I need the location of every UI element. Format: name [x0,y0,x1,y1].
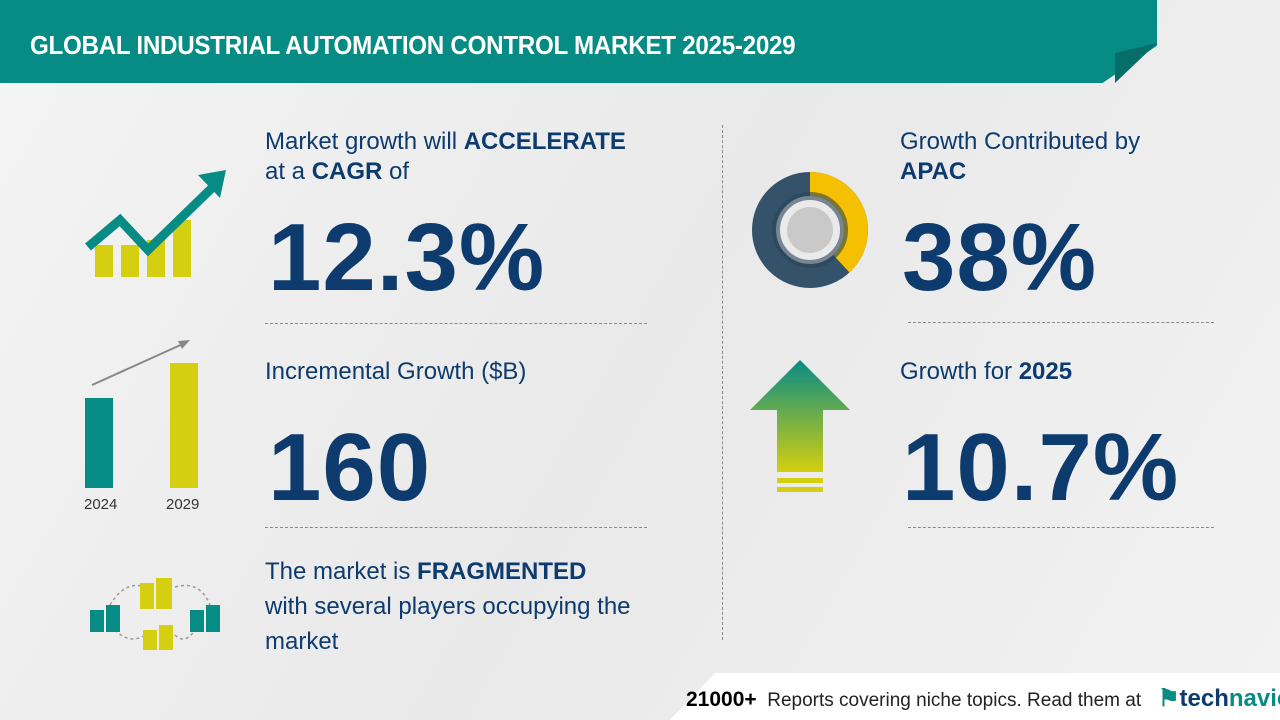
buildings-network-icon [90,578,220,650]
fragmented-line3: market [265,628,339,655]
divider [265,527,647,528]
region-label: Growth Contributed by [900,128,1141,155]
divider [908,527,1214,528]
incremental-label: Incremental Growth ($B) [265,358,527,385]
footer-banner [670,673,1280,720]
fragmented-line2: with several players occupying the [265,593,631,620]
donut-chart-icon [752,172,868,288]
cagr-value: 12.3% [268,204,546,311]
divider [908,322,1214,323]
donut-segment-apac [752,172,868,288]
up-arrow-icon [750,360,850,492]
year-label-2024: 2024 [84,496,118,513]
technavio-logo[interactable]: ⚑technavio [1158,685,1280,712]
cagr-label-line1: Market growth will ACCELERATE [265,128,626,155]
year-label-2029: 2029 [166,496,200,513]
vertical-divider [722,125,723,640]
incremental-value: 160 [268,414,432,521]
footer-text: 21000+ Reports covering niche topics. Re… [686,688,1142,711]
region-value: 38% [902,204,1098,311]
page-title: GLOBAL INDUSTRIAL AUTOMATION CONTROL MAR… [30,30,796,60]
fragmented-line1: The market is FRAGMENTED [265,558,587,585]
header-banner [0,0,1157,83]
logo-mark-icon: ⚑ [1158,685,1180,712]
divider [265,323,647,324]
bar-growth-icon [85,340,198,488]
cagr-label-line2: at a CAGR of [265,158,410,185]
region-name: APAC [900,158,967,185]
yoy-value: 10.7% [902,414,1180,521]
yoy-label: Growth for 2025 [900,358,1073,385]
growth-chart-arrow-icon [85,170,226,277]
